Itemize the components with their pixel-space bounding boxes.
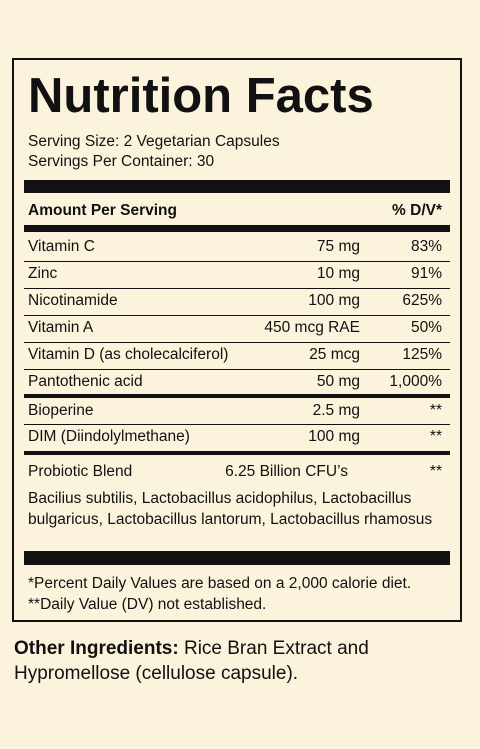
- nutrient-name: DIM (Diindolylmethane): [28, 428, 190, 445]
- nutrient-dv: 1,000%: [389, 373, 442, 390]
- nutrient-amount: 75 mg: [316, 238, 360, 255]
- nutrient-name: Vitamin C: [28, 238, 95, 255]
- thick-divider: [24, 551, 450, 565]
- probiotic-strains: Bacilius subtilis, Lactobacillus acidoph…: [28, 490, 433, 528]
- footnote: **Daily Value (DV) not established.: [28, 596, 267, 613]
- nutrient-amount: 10 mg: [316, 265, 360, 282]
- dv-header: % D/V*: [392, 202, 442, 219]
- nutrient-name: Vitamin A: [28, 319, 94, 336]
- thick-divider: [24, 180, 450, 193]
- nutrient-amount: 450 mcg RAE: [264, 319, 360, 336]
- row-divider: [24, 342, 450, 343]
- nutrient-amount: 100 mg: [308, 292, 360, 309]
- nutrient-dv: **: [429, 463, 442, 480]
- nutrient-amount: 2.5 mg: [312, 402, 360, 419]
- nutrition-label: Nutrition Facts Serving Size: 2 Vegetari…: [12, 58, 462, 622]
- nutrient-dv: 91%: [410, 265, 442, 282]
- row-divider: [24, 261, 450, 262]
- other-ingredients-text: Rice Bran Extract and Hypromellose (cell…: [14, 638, 369, 684]
- nutrient-amount: 50 mg: [316, 373, 360, 390]
- nutrient-name: Zinc: [28, 265, 58, 282]
- nutrient-dv: 50%: [410, 319, 442, 336]
- nutrient-name: Pantothenic acid: [28, 373, 143, 390]
- nutrient-name: Vitamin D (as cholecalciferol): [28, 346, 229, 363]
- other-ingredients-label: Other Ingredients:: [14, 638, 179, 659]
- nutrient-name: Probiotic Blend: [28, 463, 133, 480]
- nutrient-dv: 83%: [410, 238, 442, 255]
- row-divider: [24, 369, 450, 370]
- section-divider: [24, 394, 450, 398]
- medium-divider: [24, 225, 450, 232]
- nutrient-dv: **: [429, 402, 442, 419]
- footnote: *Percent Daily Values are based on a 2,0…: [28, 575, 412, 592]
- nutrient-name: Nicotinamide: [28, 292, 118, 309]
- amount-per-serving-header: Amount Per Serving: [28, 202, 177, 219]
- nutrient-amount: 25 mcg: [309, 346, 360, 363]
- row-divider: [24, 424, 450, 425]
- section-divider: [24, 451, 450, 455]
- serving-size: Serving Size: 2 Vegetarian Capsules: [28, 133, 280, 150]
- servings-per-container: Servings Per Container: 30: [28, 153, 215, 170]
- other-ingredients: Other Ingredients: Rice Bran Extract and…: [14, 636, 469, 686]
- nutrient-amount: 100 mg: [308, 428, 360, 445]
- nutrient-dv: 125%: [402, 346, 442, 363]
- row-divider: [24, 315, 450, 316]
- label-title: Nutrition Facts: [28, 69, 374, 123]
- nutrient-amount: 6.25 Billion CFU’s: [225, 463, 348, 480]
- row-divider: [24, 288, 450, 289]
- nutrient-dv: **: [429, 428, 442, 445]
- nutrient-name: Bioperine: [28, 402, 94, 419]
- nutrient-dv: 625%: [402, 292, 442, 309]
